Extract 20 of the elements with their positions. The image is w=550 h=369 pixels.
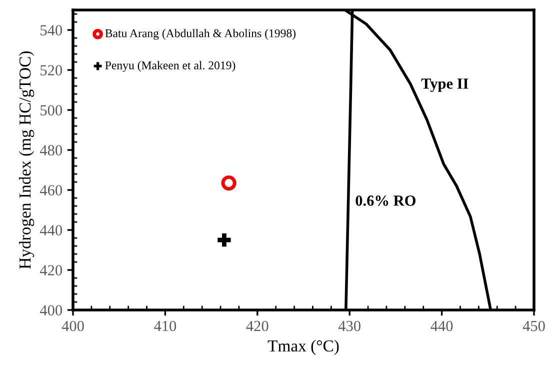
y-tick-label: 460 bbox=[40, 185, 62, 196]
y-tick-label: 400 bbox=[40, 305, 62, 316]
series-label: Type II bbox=[421, 78, 468, 92]
x-axis-title: Tmax (°C) bbox=[268, 340, 339, 355]
x-tick-label: 440 bbox=[430, 320, 453, 332]
x-tick-label: 420 bbox=[246, 320, 268, 332]
y-tick-label: 540 bbox=[40, 25, 62, 36]
x-tick-label: 400 bbox=[62, 320, 84, 332]
x-tick-label: 410 bbox=[154, 320, 176, 332]
y-tick-label: 500 bbox=[40, 105, 62, 116]
legend-label: Batu Arang (Abdullah & Abolins (1998) bbox=[105, 28, 296, 40]
x-tick-label: 450 bbox=[522, 320, 545, 332]
legend-label: Penyu (Makeen et al. 2019) bbox=[105, 61, 236, 72]
y-tick-label: 420 bbox=[40, 265, 62, 276]
series-label: 0.6% RO bbox=[356, 196, 416, 206]
y-tick-label: 440 bbox=[40, 225, 62, 236]
y-tick-label: 520 bbox=[40, 65, 62, 76]
x-tick-label: 430 bbox=[338, 320, 360, 332]
y-axis-title: Hydrogen Index (mg HC/gTOC) bbox=[18, 51, 34, 269]
y-tick-label: 480 bbox=[40, 145, 62, 156]
